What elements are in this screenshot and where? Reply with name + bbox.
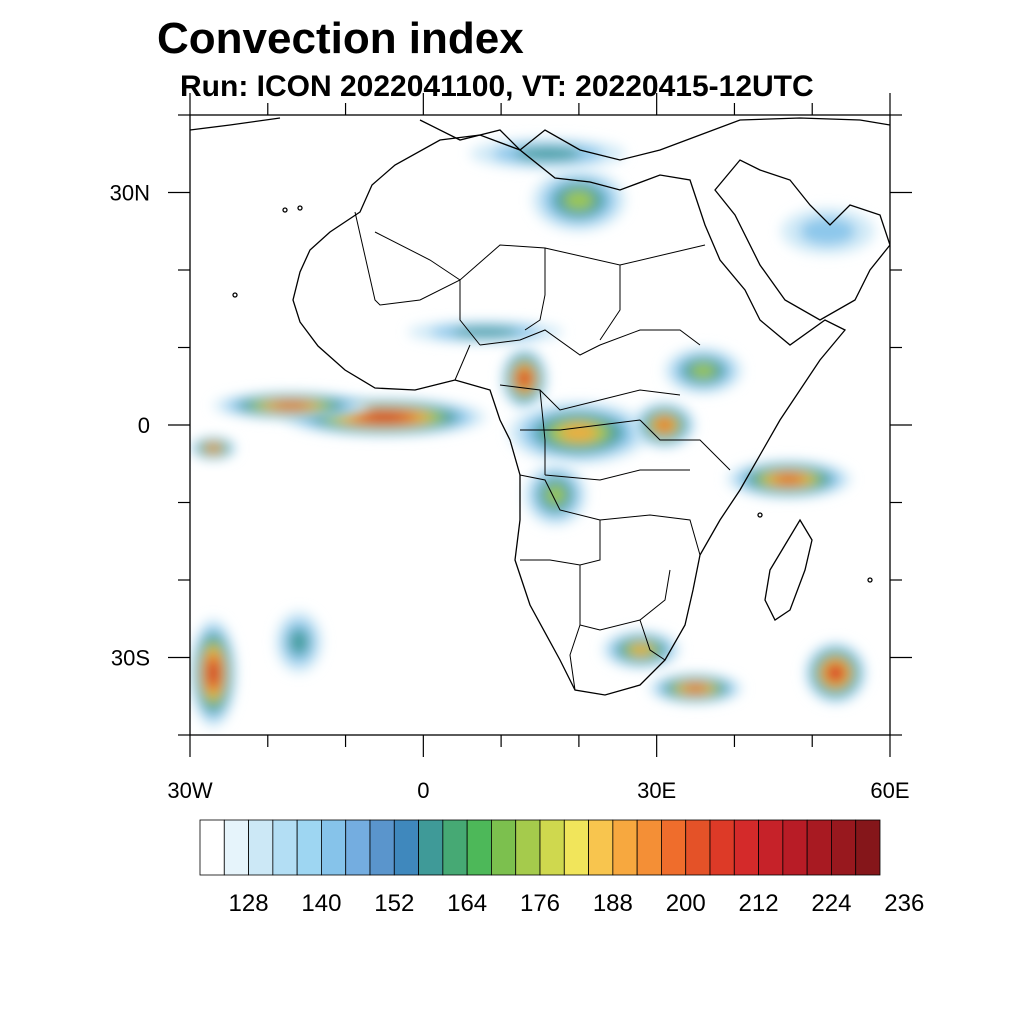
y-tick-label-30s: 30S [111,646,150,671]
colorbar-swatch [539,819,565,876]
island [232,292,238,298]
convection-contour [559,424,598,442]
convection-contour [519,372,530,385]
colorbar-swatch [806,819,832,876]
convection-area-gulf-of-guinea-west [213,391,369,420]
convection-area-south-africa [602,630,680,670]
colorbar-swatch [442,819,468,876]
convection-area-libya-egypt [532,169,626,232]
colorbar-swatch [393,819,419,876]
y-tick-label-30n: 30N [110,181,150,206]
convection-area-south-atlantic-west [190,618,237,728]
colorbar-label-128: 128 [229,890,269,917]
x-tick-label-30e: 30E [637,778,676,803]
colorbar-swatch [369,819,395,876]
convection-contour [273,402,310,409]
x-tick-label-0: 0 [417,778,429,803]
chart-title: Convection index [157,14,524,63]
colorbar-label-164: 164 [447,890,487,917]
x-tick-label-30w: 30W [167,778,212,803]
colorbar-swatch [563,819,589,876]
chart-subtitle: Run: ICON 2022041100, VT: 20220415-12UTC [180,70,814,103]
convection-area-mediterranean [470,138,626,170]
convection-area-lake-victoria [633,401,696,449]
island [297,205,303,211]
colorbar-label-140: 140 [301,890,341,917]
convection-contour [829,666,842,680]
colorbar-swatch [588,819,614,876]
convection-contour [364,413,405,422]
island [867,577,873,583]
convection-contour [684,684,707,693]
colorbar-swatch [248,819,274,876]
convection-contour [452,327,519,337]
colorbar-label-236: 236 [884,890,924,917]
colorbar-swatch [296,819,322,876]
convection-contour [207,445,219,451]
colorbar-label-152: 152 [374,890,414,917]
colorbar-swatch [321,819,347,876]
convection-area-ethiopia [664,347,743,394]
colorbar-swatch [491,819,517,876]
convection-contour [545,484,566,506]
colorbar-swatch [466,819,492,876]
convection-area-sahel-north [407,320,564,344]
convection-area-madagascar-east [804,642,867,704]
convection-contour [690,363,717,379]
convection-contour [774,474,804,484]
convection-area-agulhas [648,673,743,704]
colorbar [199,819,881,876]
colorbar-swatch [758,819,784,876]
island [282,207,288,213]
country-borders [354,211,731,691]
colorbar-swatch [223,819,249,876]
colorbar-label-200: 200 [666,890,706,917]
colorbar-swatch [636,819,662,876]
convection-contour [563,189,595,211]
convection-contour [657,419,672,431]
convection-area-cameroon [501,347,548,410]
colorbar-label-176: 176 [520,890,560,917]
convection-area-congo-basin [508,401,649,464]
axis-ticks [168,93,912,757]
colorbar-swatch [685,819,711,876]
convection-contour [799,217,856,246]
coastlines [190,117,890,696]
colorbar-swatch [345,819,371,876]
colorbar-labels: 128 140 152 164 176 188 200 212 224 236 [229,890,925,917]
colorbar-swatch [418,819,444,876]
convection-contour [630,644,652,656]
y-tick-label-0: 0 [138,413,150,438]
island [757,512,763,518]
convection-area-atlantic-equatorial-west [190,436,237,460]
x-tick-label-60e: 60E [870,778,909,803]
colorbar-swatch [855,819,881,876]
colorbar-swatch [515,819,541,876]
colorbar-swatch [199,819,225,876]
colorbar-label-188: 188 [593,890,633,917]
africa-coastline [292,134,847,696]
convection-area-indian-ocean-plume [726,459,852,499]
colorbar-label-224: 224 [811,890,851,917]
colorbar-swatch [661,819,687,876]
convection-area-arabia [781,208,875,255]
convection-field-layer [190,138,875,728]
convection-contour [514,147,582,161]
colorbar-swatch [782,819,808,876]
madagascar-coastline [764,518,813,621]
convection-area-south-atlantic-central [275,611,323,673]
convection-area-angola [524,463,587,526]
europe-coastline [190,117,890,161]
convection-contour [208,662,218,684]
axis-tick-labels: 30W 0 30E 60E 30N 0 30S [110,181,910,804]
colorbar-swatch [733,819,759,876]
colorbar-swatch [831,819,857,876]
colorbar-swatch [272,819,298,876]
colorbar-swatch [612,819,638,876]
colorbar-swatch [709,819,735,876]
arabia-coastline [714,159,890,321]
colorbar-label-212: 212 [739,890,779,917]
convection-contour [288,628,309,656]
